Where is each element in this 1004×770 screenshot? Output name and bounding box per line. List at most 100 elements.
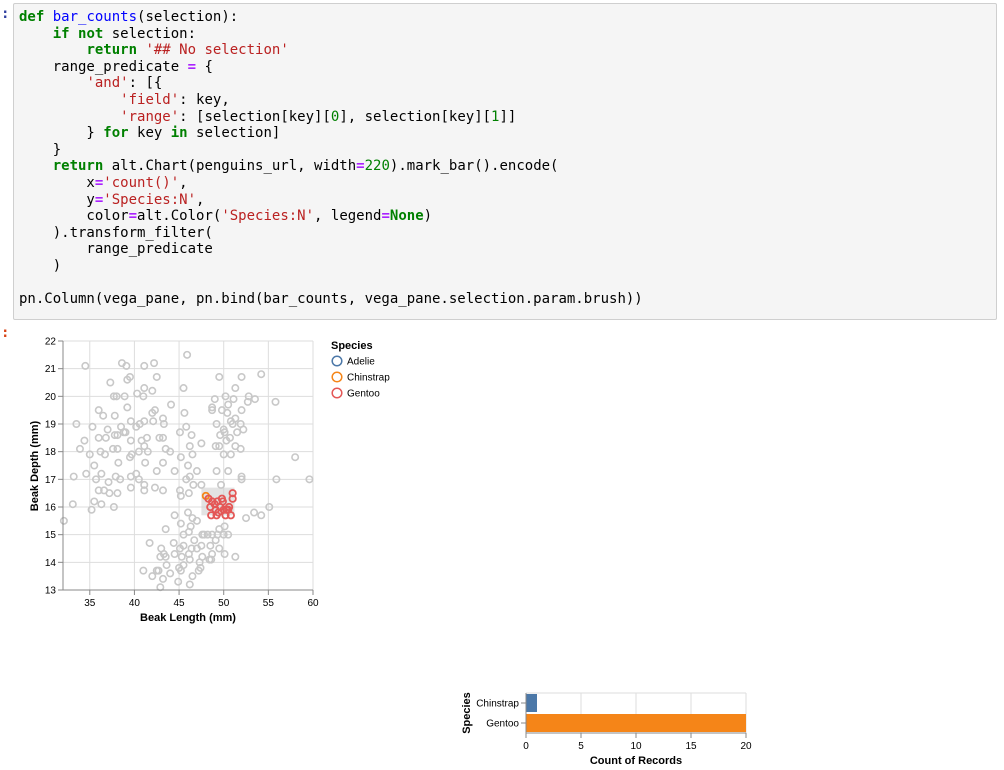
point-unselected: [197, 439, 206, 448]
point-unselected: [141, 458, 150, 467]
legend-title: Species: [331, 340, 373, 352]
point-unselected: [170, 467, 179, 476]
point-unselected: [152, 467, 161, 476]
bar-chinstrap: [526, 694, 537, 712]
code-token: =: [187, 58, 197, 75]
code-token: return: [86, 42, 138, 59]
code-token: : [selection[key][: [179, 108, 331, 125]
legend-label-gentoo: Gentoo: [347, 389, 380, 400]
code-line: range_predicate = {: [19, 59, 643, 76]
code-token: 'and': [86, 75, 129, 92]
code-token: if: [52, 25, 70, 42]
legend-symbol-chinstrap: [331, 371, 343, 383]
code-token: None: [389, 208, 424, 225]
point-unselected: [177, 552, 186, 561]
code-token: 'Species:N': [221, 208, 315, 225]
scatter-grid: [63, 340, 314, 591]
point-unselected: [140, 480, 149, 489]
bar-x-tick-label: 0: [523, 741, 529, 752]
input-prompt: :: [1, 6, 10, 22]
point-unselected: [215, 544, 224, 553]
point-unselected: [109, 392, 118, 401]
code-token: ): [423, 208, 433, 225]
point-gentoo: [221, 511, 230, 520]
point-unselected: [176, 453, 185, 462]
point-unselected: [114, 458, 123, 467]
point-unselected: [250, 508, 259, 517]
code-line: return '## No selection': [19, 42, 643, 59]
bar-y-tick-label: Chinstrap: [476, 699, 519, 710]
point-unselected: [159, 420, 168, 429]
code-token: =: [381, 208, 390, 225]
point-unselected: [148, 386, 157, 395]
y-tick-label: 18: [45, 447, 57, 458]
code-token: def: [19, 9, 45, 25]
point-unselected: [154, 566, 163, 575]
point-unselected: [188, 450, 197, 459]
point-unselected: [212, 420, 221, 429]
point-unselected: [242, 514, 251, 523]
code-token: selection]: [187, 125, 281, 142]
point-unselected: [150, 359, 159, 368]
point-unselected: [187, 431, 196, 440]
code-line: ).transform_filter(: [19, 225, 643, 242]
code-line: }: [19, 142, 643, 159]
point-unselected: [215, 442, 224, 451]
point-unselected: [169, 538, 178, 547]
point-unselected: [126, 436, 135, 445]
point-unselected: [104, 478, 113, 487]
point-unselected: [236, 444, 245, 453]
code-token: alt.Color(: [137, 208, 222, 225]
point-unselected: [190, 536, 199, 545]
x-tick-label: 45: [174, 598, 186, 609]
point-unselected: [126, 483, 135, 492]
code-cell[interactable]: def bar_counts(selection): if not select…: [13, 3, 997, 320]
point-unselected: [162, 561, 171, 570]
point-unselected: [239, 425, 248, 434]
point-unselected: [224, 400, 233, 409]
point-unselected: [126, 472, 135, 481]
point-unselected: [106, 378, 115, 387]
code-editor[interactable]: def bar_counts(selection): if not select…: [19, 9, 643, 308]
code-token: [19, 158, 53, 174]
point-unselected: [148, 572, 157, 581]
point-unselected: [139, 392, 148, 401]
code-token: y: [19, 191, 95, 208]
point-unselected: [125, 372, 134, 381]
point-unselected: [220, 550, 229, 559]
code-token: in: [170, 125, 188, 142]
code-token: , legend: [314, 208, 382, 225]
y-tick-label: 16: [45, 503, 57, 514]
point-unselected: [134, 447, 143, 456]
code-token: ).transform_filter(: [19, 224, 213, 241]
point-unselected: [176, 519, 185, 528]
point-unselected: [192, 467, 201, 476]
bar-gentoo: [526, 714, 746, 732]
legend-symbol-adelie: [331, 355, 343, 367]
code-line: return alt.Chart(penguins_url, width=220…: [19, 158, 643, 175]
code-token: ]]: [499, 108, 517, 125]
point-unselected: [139, 566, 148, 575]
point-unselected: [80, 436, 89, 445]
x-tick-label: 55: [263, 598, 275, 609]
point-gentoo: [214, 508, 223, 517]
point-unselected: [140, 486, 149, 495]
point-unselected: [156, 583, 165, 592]
point-unselected: [82, 469, 91, 478]
point-unselected: [87, 505, 96, 514]
x-tick-label: 50: [218, 598, 230, 609]
code-token: =: [94, 191, 104, 208]
point-unselected: [196, 563, 205, 572]
point-unselected: [120, 392, 129, 401]
point-unselected: [176, 491, 185, 500]
point-unselected: [113, 431, 122, 440]
bar-y-tick-label: Gentoo: [486, 719, 519, 730]
point-unselected: [250, 395, 259, 404]
point-unselected: [101, 433, 110, 442]
scatter-chart[interactable]: 35 40 45 50 55 60 13 14 15 16 17 18 19 20 21 22 Beak Le…: [0, 330, 420, 630]
point-unselected: [233, 428, 242, 437]
code-token: =: [356, 158, 365, 175]
bar-x-tick-label: 20: [740, 741, 752, 752]
point-unselected: [105, 489, 114, 498]
bar-x-tick-label: 10: [630, 741, 642, 752]
